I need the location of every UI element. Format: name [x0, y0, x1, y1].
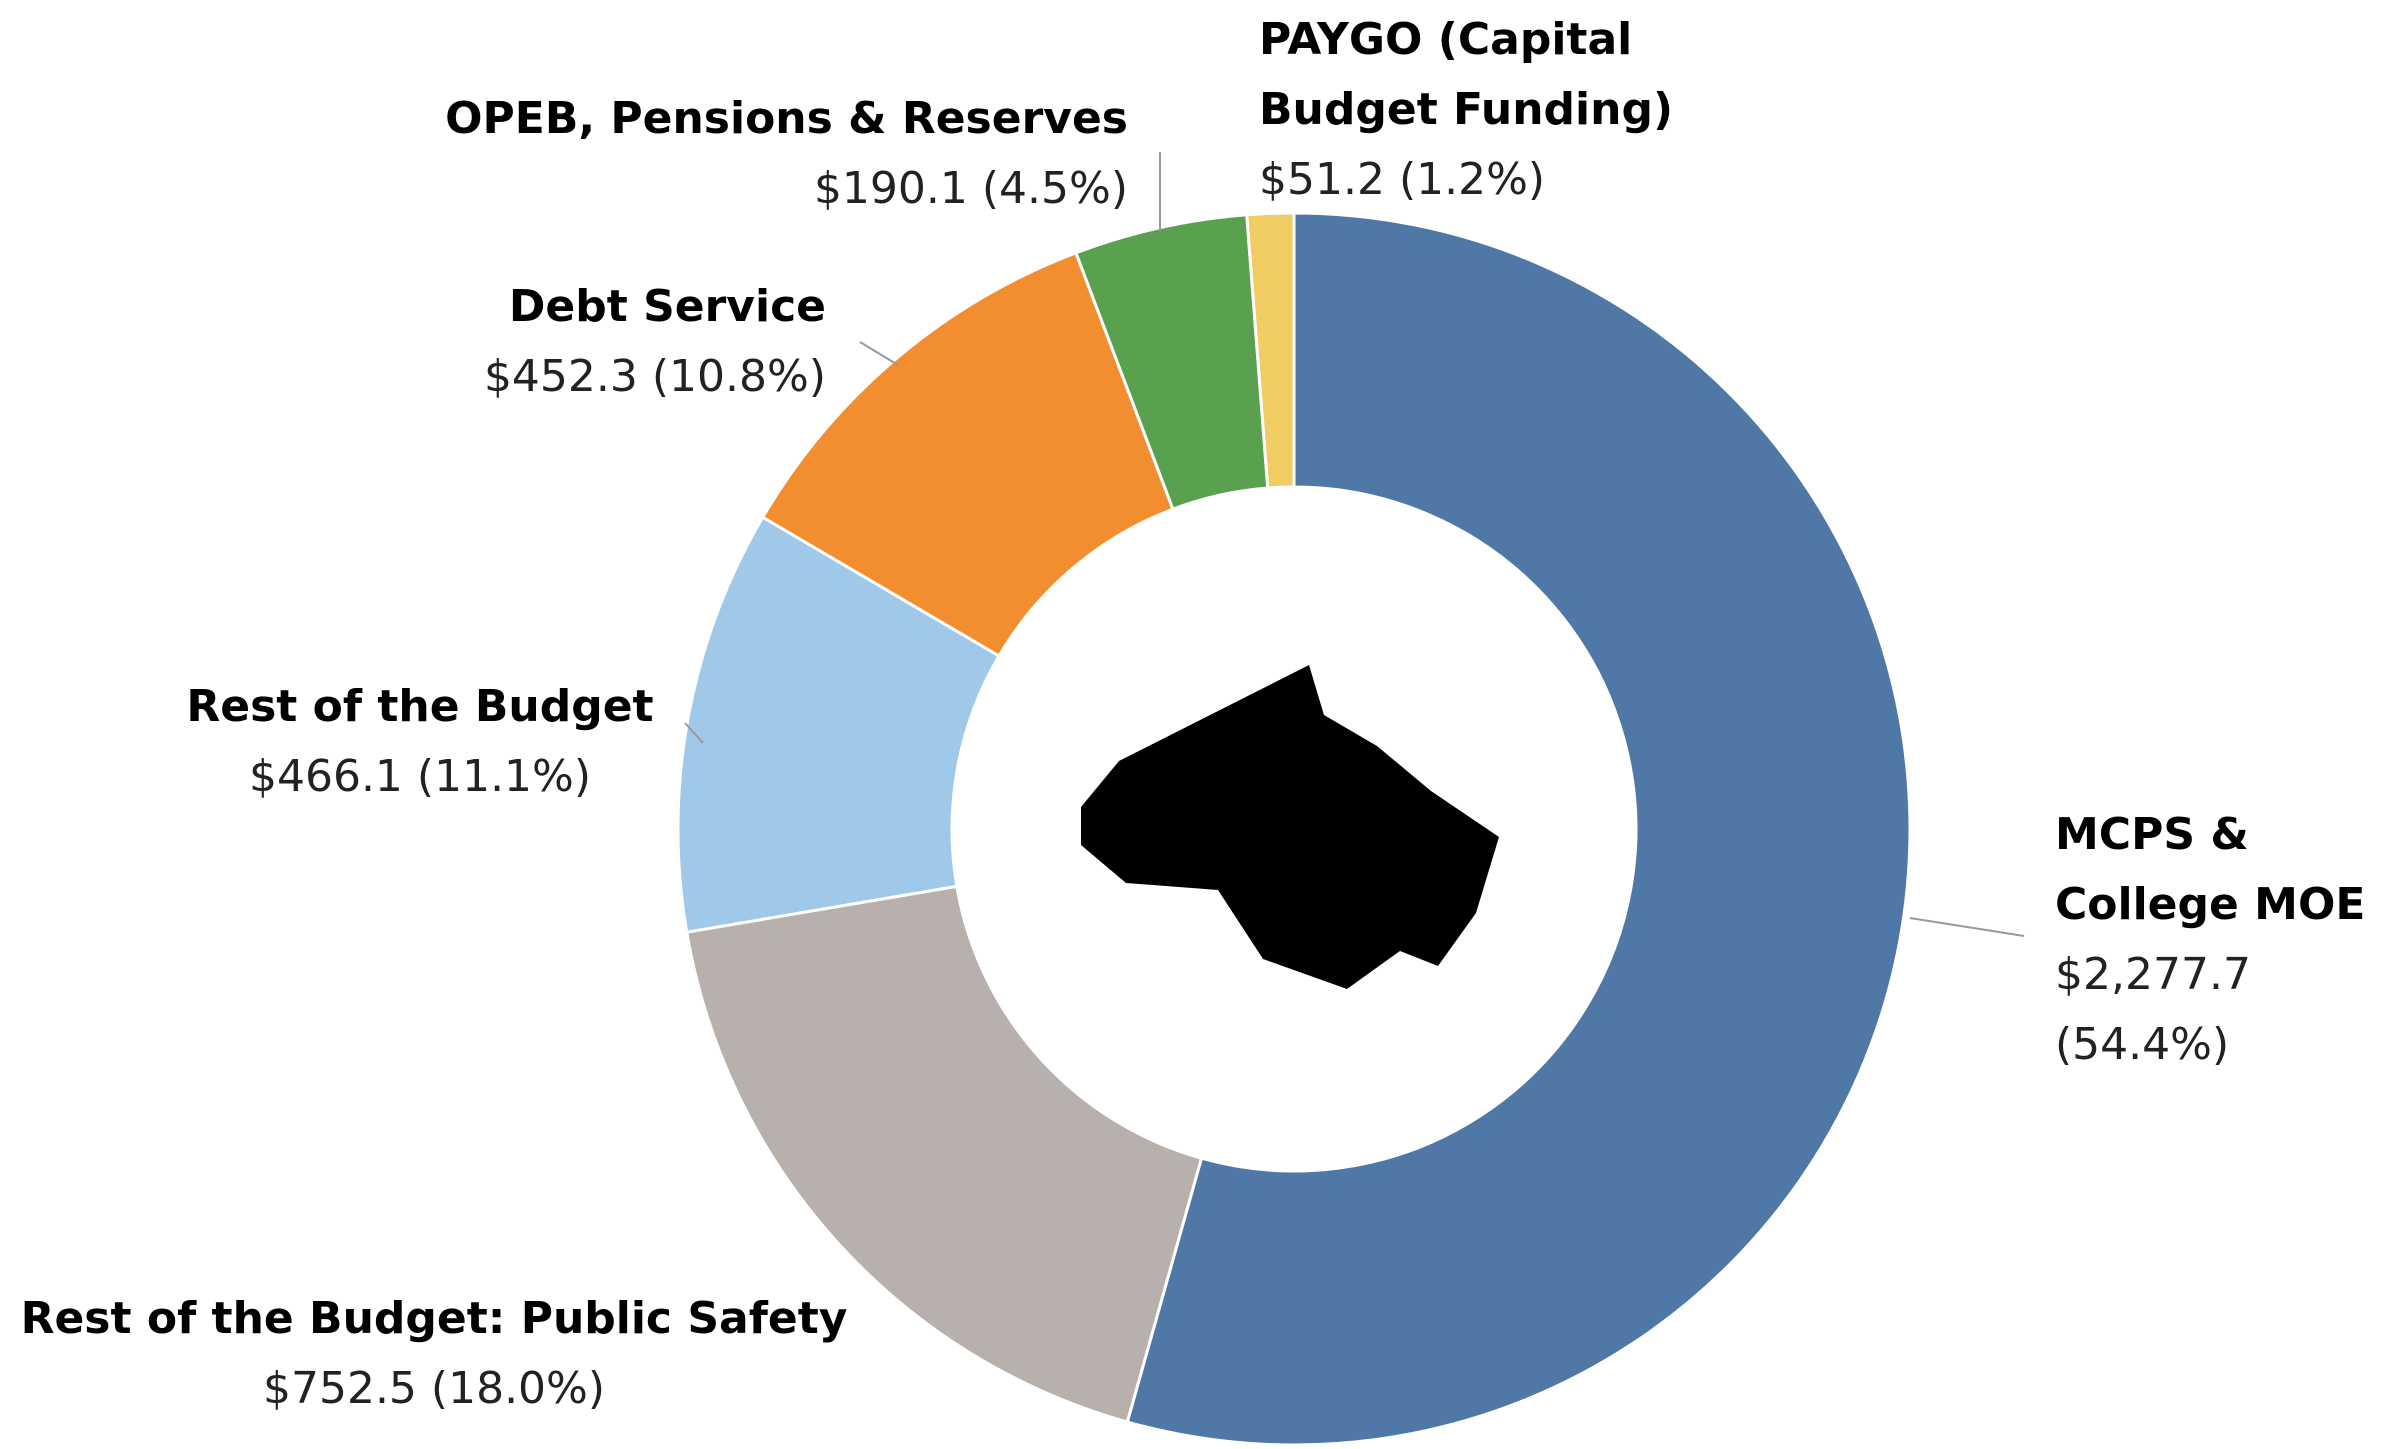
leader-lines — [684, 152, 2025, 937]
label-name: PAYGO (Capital Budget Funding) — [1259, 14, 1674, 135]
label-value: $51.2 (1.2%) — [1259, 154, 1546, 205]
donut-segment — [684, 884, 1204, 1424]
donut-segment — [1125, 211, 1912, 1447]
label-value: $466.1 (11.1%) — [248, 751, 592, 802]
donut-segment — [1245, 211, 1296, 490]
label-value: $190.1 (4.5%) — [813, 163, 1128, 214]
label-value: $752.5 (18.0%) — [262, 1363, 606, 1414]
leader-line — [1909, 917, 2025, 937]
label: Rest of the Budget $466.1 (11.1%) — [150, 672, 690, 812]
label-value: $2,277.7 (54.4%) — [2055, 949, 2251, 1070]
label-value: $452.3 (10.8%) — [483, 351, 826, 402]
leader-line — [684, 722, 704, 744]
label-name: OPEB, Pensions & Reserves — [445, 93, 1128, 144]
label-name: Rest of the Budget: Public Safety — [20, 1293, 848, 1344]
county-map — [1081, 665, 1499, 989]
label: PAYGO (Capital Budget Funding) $51.2 (1.2… — [1259, 5, 1699, 215]
label-name: MCPS & College MOE — [2055, 809, 2366, 930]
label: OPEB, Pensions & Reserves $190.1 (4.5%) — [328, 84, 1128, 224]
donut — [676, 211, 1912, 1447]
label: Debt Service $452.3 (10.8%) — [326, 272, 826, 412]
donut-segment — [676, 515, 1002, 934]
label: MCPS & College MOE $2,277.7 (54.4%) — [2055, 800, 2375, 1080]
label: Rest of the Budget: Public Safety $752.5 … — [0, 1284, 868, 1424]
donut-segment — [760, 250, 1175, 658]
label-name: Rest of the Budget — [186, 681, 654, 732]
label-name: Debt Service — [508, 281, 826, 332]
leader-line — [859, 341, 899, 366]
